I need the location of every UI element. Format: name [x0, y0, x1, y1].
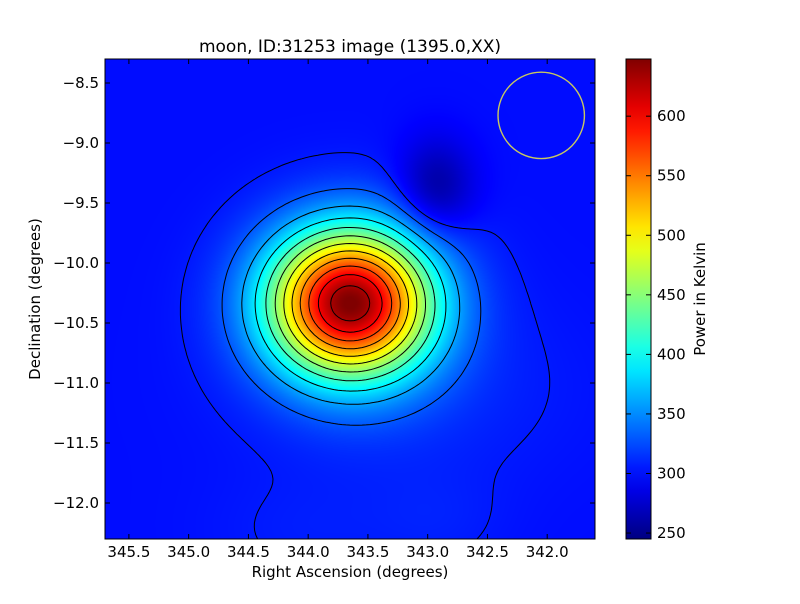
contour-line [221, 188, 482, 426]
colorbar-gradient [625, 58, 652, 540]
colorbar-tick-label: 550 [657, 167, 686, 185]
colorbar-tick-label: 500 [657, 226, 686, 244]
colorbar-ticks: 250 300 350 400 450 500 550 600 [626, 107, 686, 542]
x-tick-label: 342.5 [466, 543, 509, 561]
plot-frame [104, 58, 596, 540]
colorbar-tick-label: 400 [657, 345, 686, 363]
y-tick-label: −11.5 [53, 434, 99, 452]
colorbar-tick-label: 250 [657, 524, 686, 542]
contour-line [265, 227, 436, 382]
heatmap-image [105, 59, 595, 539]
y-tick-label: −10.5 [53, 314, 99, 332]
contour-line [274, 235, 426, 373]
x-tick-label: 343.0 [406, 543, 449, 561]
y-tick-label: −9.5 [63, 194, 99, 212]
y-axis-ticks: −8.5 −9.0 −9.5 −10.0 −10.5 −11.0 −11.5 −12.0 [53, 74, 595, 512]
contour-line [308, 265, 393, 342]
x-tick-label: 345.0 [167, 543, 210, 561]
y-tick-label: −8.5 [63, 74, 99, 92]
x-axis-ticks: 345.5 345.0 344.5 344.0 343.5 343.0 342.5 342.0 [107, 59, 569, 561]
y-tick-label: −12.0 [53, 494, 99, 512]
colorbar-tick-label: 600 [657, 107, 686, 125]
x-tick-label: 344.5 [227, 543, 270, 561]
colorbar-tick-label: 450 [657, 286, 686, 304]
x-tick-label: 342.0 [526, 543, 569, 561]
colorbar-label: Power in Kelvin [691, 242, 709, 356]
y-tick-label: −11.0 [53, 374, 99, 392]
contour-line [241, 205, 461, 405]
colorbar-tick-label: 350 [657, 405, 686, 423]
chart-title: moon, ID:31253 image (1395.0,XX) [199, 37, 501, 57]
contour-line [283, 243, 418, 365]
y-tick-label: −10.0 [53, 254, 99, 272]
x-tick-label: 344.0 [287, 543, 330, 561]
beam-circle [497, 71, 586, 160]
colorbar-tick-label: 300 [657, 464, 686, 482]
x-axis-label: Right Ascension (degrees) [252, 563, 449, 581]
x-tick-label: 343.5 [346, 543, 389, 561]
contour-line [254, 217, 447, 392]
contour-line [317, 274, 383, 333]
plot-area: 345.5 345.0 344.5 344.0 343.5 343.0 342.5 342.0… [53, 58, 596, 561]
contour-line [330, 285, 371, 322]
contour-lines [179, 152, 551, 539]
y-axis-label: Declination (degrees) [26, 218, 44, 380]
contour-line [291, 250, 409, 357]
y-tick-label: −9.0 [63, 134, 99, 152]
x-tick-label: 345.5 [107, 543, 150, 561]
contour-line [179, 152, 551, 539]
colorbar: 250 300 350 400 450 500 550 600 Power in Kelvin [625, 58, 709, 542]
contour-line [299, 257, 401, 350]
